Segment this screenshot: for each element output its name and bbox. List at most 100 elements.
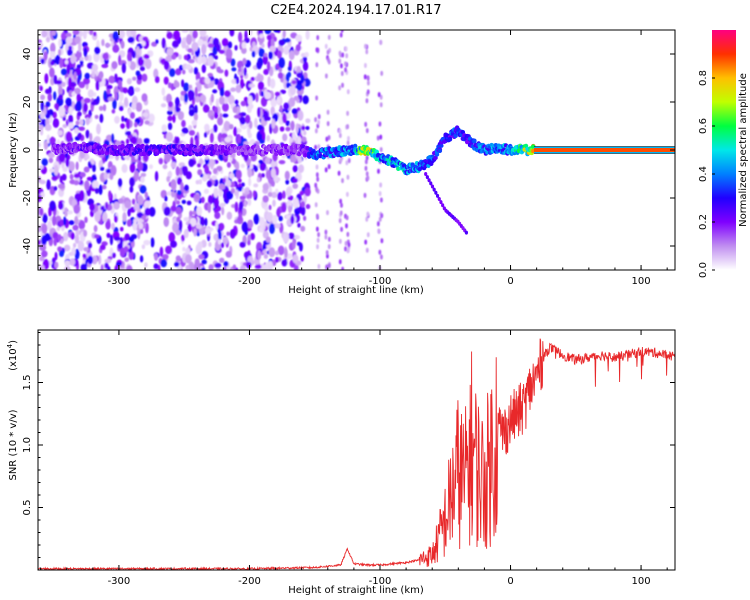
noise-cell <box>224 137 232 143</box>
noise-cell <box>102 104 107 112</box>
noise-cell <box>73 173 80 179</box>
noise-cell <box>126 265 133 270</box>
noise-cell <box>96 123 101 135</box>
noise-cell <box>72 224 79 231</box>
noise-cell <box>59 219 65 227</box>
noise-cell <box>198 254 205 260</box>
spectrogram-y-tick-label: 20 <box>22 96 33 109</box>
noise-cell <box>201 196 205 204</box>
snr-x-tick-label: -200 <box>238 576 261 587</box>
noise-cell <box>257 107 261 118</box>
noise-cell <box>235 169 242 180</box>
noise-cell <box>199 216 205 227</box>
noise-cell <box>102 52 109 60</box>
streak-cell <box>344 246 347 252</box>
noise-cell <box>204 164 210 175</box>
streak-cell <box>364 165 368 171</box>
streak-cell <box>346 110 349 116</box>
noise-cell <box>268 247 276 258</box>
noise-cell <box>51 175 58 181</box>
noise-cell <box>234 201 239 213</box>
streak-cell <box>338 85 342 91</box>
noise-cell <box>73 127 79 134</box>
noise-cell <box>302 95 309 105</box>
noise-cell <box>259 33 264 39</box>
noise-cell <box>203 188 209 194</box>
noise-cell <box>264 206 269 212</box>
streak-cell <box>324 43 328 49</box>
streak-cell <box>378 249 382 255</box>
noise-cell <box>40 94 46 101</box>
streak-cell <box>344 61 347 67</box>
noise-cell <box>62 166 68 173</box>
noise-cell <box>185 254 192 264</box>
branch-cell <box>429 181 433 186</box>
noise-cell <box>154 170 159 182</box>
noise-cell <box>117 79 123 89</box>
noise-cell <box>56 226 61 232</box>
streak-cell <box>339 210 343 216</box>
streak-cell <box>345 223 348 229</box>
noise-cell <box>141 244 146 250</box>
noise-cell <box>220 242 225 248</box>
noise-cell <box>288 205 292 213</box>
noise-cell <box>211 175 217 181</box>
noise-cell <box>46 134 51 144</box>
streak-cell <box>339 32 343 38</box>
noise-cell <box>58 38 62 48</box>
noise-cell <box>238 212 243 222</box>
streak-cell <box>338 128 342 134</box>
spectrogram-x-label: Height of straight line (km) <box>288 285 424 296</box>
noise-cell <box>53 186 58 191</box>
noise-cell <box>141 215 146 220</box>
noise-cell <box>284 38 291 43</box>
colorbar-tick-label: 0.2 <box>698 214 709 230</box>
noise-cell <box>57 234 62 242</box>
noise-cell <box>258 159 264 165</box>
noise-cell <box>221 38 229 47</box>
noise-cell <box>264 30 272 35</box>
noise-cell <box>148 206 156 217</box>
streak-cell <box>346 247 350 253</box>
noise-cell <box>166 175 171 183</box>
streak-cell <box>364 63 367 69</box>
noise-cell <box>140 176 145 184</box>
noise-cell <box>39 255 45 262</box>
noise-cell <box>71 91 76 97</box>
noise-cell <box>119 226 124 232</box>
noise-cell <box>124 97 129 107</box>
noise-cell <box>83 229 88 237</box>
noise-cell <box>277 245 285 256</box>
noise-cell <box>75 120 80 126</box>
noise-cell <box>134 121 138 128</box>
noise-cell <box>175 68 182 76</box>
noise-cell <box>234 44 238 51</box>
noise-cell <box>67 48 73 56</box>
streak-cell <box>378 121 382 127</box>
noise-cell <box>48 157 54 164</box>
noise-cell <box>69 258 76 266</box>
noise-cell <box>165 245 173 255</box>
noise-cell <box>72 30 80 36</box>
noise-cell <box>188 84 193 90</box>
noise-cell <box>173 30 181 41</box>
ridge-cell <box>170 147 176 153</box>
noise-cell <box>281 259 288 267</box>
noise-cell <box>38 239 41 245</box>
noise-cell <box>78 126 86 131</box>
streak-cell <box>377 228 381 234</box>
noise-cell <box>183 93 188 103</box>
noise-cell <box>259 161 267 171</box>
noise-cell <box>180 90 186 96</box>
noise-cell <box>91 71 96 78</box>
noise-cell <box>53 164 59 176</box>
noise-cell <box>101 185 107 190</box>
streak-cell <box>379 147 383 153</box>
noise-cell <box>276 208 281 218</box>
noise-cell <box>204 226 211 235</box>
noise-cell <box>94 46 101 55</box>
streak-cell <box>340 30 344 33</box>
snr-scale-text: (x10 <box>8 348 19 371</box>
